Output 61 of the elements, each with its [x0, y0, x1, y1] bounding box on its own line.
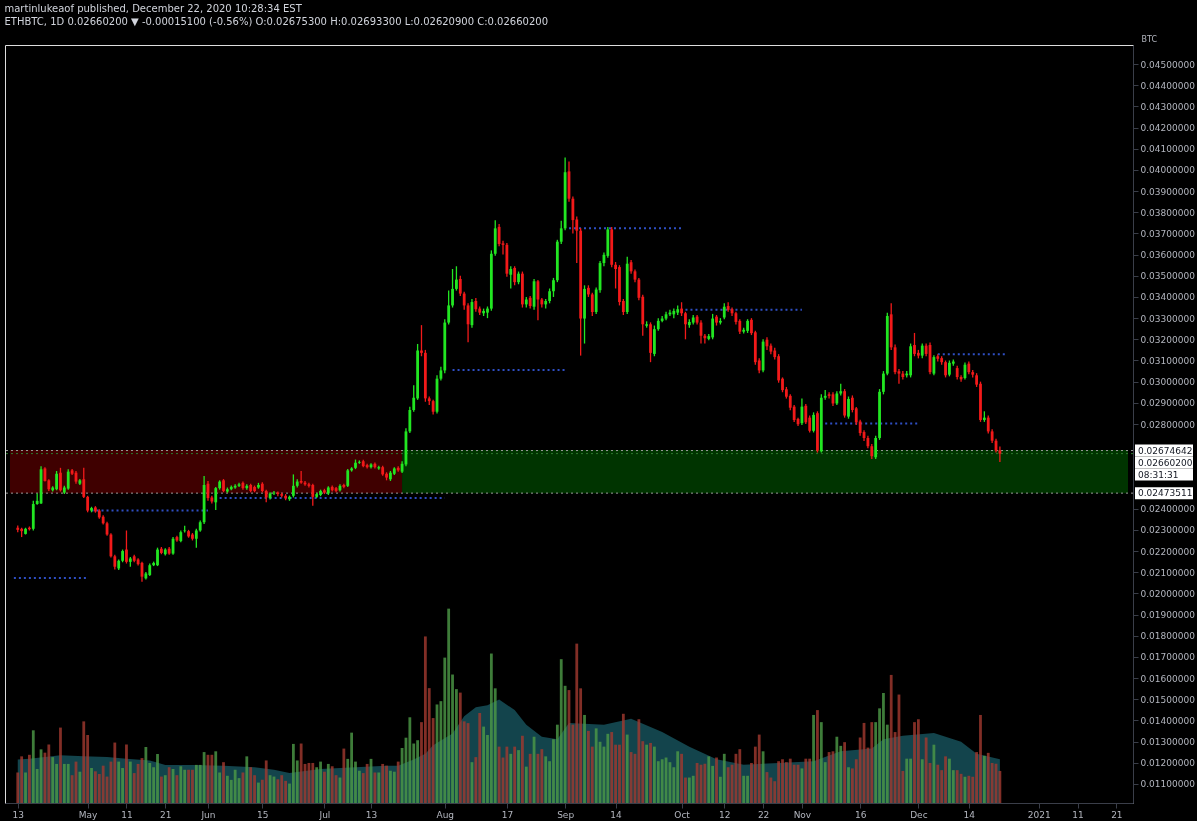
x-tick-label: Oct — [674, 809, 691, 820]
x-tick-label: 11 — [121, 809, 133, 820]
y-tick-label: 0.01500000 — [1140, 694, 1196, 705]
y-tick-label: 0.03500000 — [1140, 271, 1196, 282]
x-tick-label: 17 — [501, 809, 514, 820]
y-tick-label: 0.02300000 — [1140, 525, 1196, 536]
x-tick-label: 21 — [1111, 809, 1123, 820]
chart-title: martinlukeaof published, December 22, 2020 10:28:34 EST — [4, 3, 303, 14]
y-tick-label: 0.03600000 — [1140, 250, 1196, 261]
y-tick-label: 0.02400000 — [1140, 504, 1196, 515]
y-tick-label: 0.02100000 — [1140, 567, 1196, 578]
x-tick-label: 15 — [257, 809, 269, 820]
ref-line-label: 0.02660200 — [1138, 457, 1193, 468]
ref-line-label: 0.02674642 — [1138, 445, 1193, 456]
y-tick-label: 0.04200000 — [1140, 123, 1196, 134]
x-tick-label: 13 — [12, 809, 24, 820]
y-tick-label: 0.01600000 — [1140, 673, 1196, 684]
ref-line-label: 0.02473511 — [1138, 488, 1193, 499]
y-tick-label: 0.03800000 — [1140, 207, 1196, 218]
y-tick-label: 0.03900000 — [1140, 186, 1196, 197]
y-tick-label: 0.01300000 — [1140, 737, 1196, 748]
x-tick-label: Nov — [793, 809, 812, 820]
y-tick-label: 0.03400000 — [1140, 292, 1196, 303]
y-tick-label: 0.02200000 — [1140, 546, 1196, 557]
x-tick-label: 13 — [365, 809, 378, 820]
x-tick-label: 22 — [757, 809, 770, 820]
x-tick-label: Aug — [436, 809, 455, 820]
y-tick-label: 0.04100000 — [1140, 144, 1196, 155]
text: 08:31:31 — [1138, 469, 1179, 480]
y-tick-label: 0.03300000 — [1140, 313, 1196, 324]
x-tick-label: Dec — [910, 809, 928, 820]
y-tick-label: 0.02000000 — [1140, 588, 1196, 599]
x-tick-label: 12 — [719, 809, 731, 820]
y-axis-title: BTC — [1141, 34, 1158, 44]
y-tick-label: 0.03000000 — [1140, 377, 1196, 388]
x-tick-label: Jul — [318, 809, 331, 820]
x-tick-label: Jun — [200, 809, 216, 820]
y-tick-label: 0.02800000 — [1140, 419, 1196, 430]
y-tick-label: 0.03700000 — [1140, 228, 1196, 239]
x-tick-label: 14 — [963, 809, 976, 820]
y-tick-label: 0.02900000 — [1140, 398, 1196, 409]
x-tick-label: 16 — [854, 809, 867, 820]
y-tick-label: 0.03100000 — [1140, 355, 1196, 366]
x-tick-label: 11 — [1072, 809, 1084, 820]
x-tick-label: May — [78, 809, 99, 820]
y-tick-label: 0.04300000 — [1140, 101, 1196, 112]
x-tick-label: Sep — [557, 809, 575, 820]
y-tick-label: 0.01700000 — [1140, 652, 1196, 663]
y-tick-label: 0.03200000 — [1140, 334, 1196, 345]
x-tick-label: 14 — [610, 809, 623, 820]
y-tick-label: 0.04500000 — [1140, 59, 1196, 70]
y-tick-label: 0.01900000 — [1140, 610, 1196, 621]
y-tick-label: 0.01100000 — [1140, 779, 1196, 790]
y-tick-label: 0.04000000 — [1140, 165, 1196, 176]
chart-subtitle: ETHBTC, 1D 0.02660200 ▼ -0.00015100 (-0.56%) O:0.02675300 H:0.02693300 L:0.02620900 C:0.02660200 — [4, 16, 549, 27]
y-tick-label: 0.01400000 — [1140, 715, 1196, 726]
y-tick-label: 0.01800000 — [1140, 631, 1196, 642]
x-tick-label: 21 — [160, 809, 172, 820]
x-tick-label: 2021 — [1027, 809, 1051, 820]
y-tick-label: 0.04400000 — [1140, 80, 1196, 91]
y-tick-label: 0.01200000 — [1140, 758, 1196, 769]
